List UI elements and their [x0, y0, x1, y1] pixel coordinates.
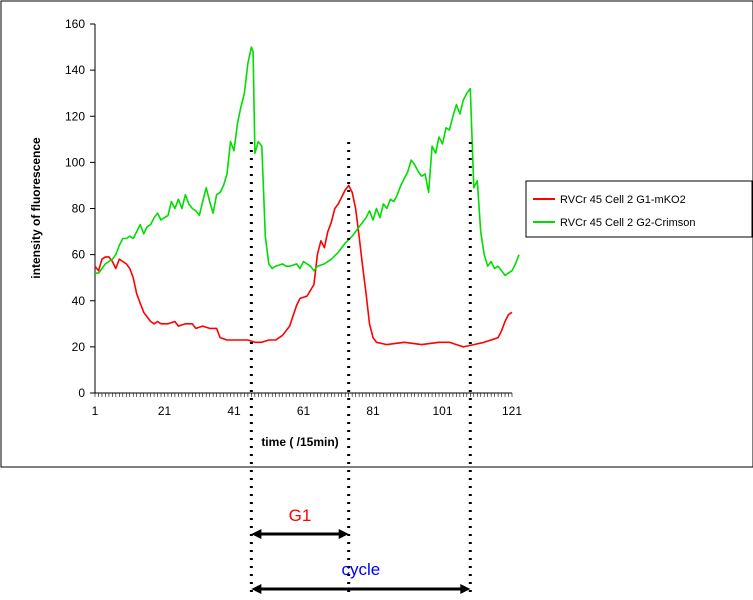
- legend-label-g1: RVCr 45 Cell 2 G1-mKO2: [560, 194, 686, 206]
- span-arrowhead-left: [251, 529, 262, 539]
- legend: RVCr 45 Cell 2 G1-mKO2 RVCr 45 Cell 2 G2…: [525, 180, 753, 238]
- y-tick-label: 120: [65, 109, 85, 123]
- x-tick-label: 21: [158, 404, 172, 418]
- y-axis-title: intensity of fluorescence: [29, 137, 43, 279]
- y-tick-label: 140: [65, 63, 85, 77]
- x-tick-label: 61: [297, 404, 311, 418]
- x-tick-label: 1: [92, 404, 99, 418]
- y-tick-label: 60: [72, 248, 86, 262]
- x-tick-label: 81: [366, 404, 380, 418]
- y-tick-label: 100: [65, 155, 85, 169]
- x-tick-label: 121: [502, 404, 522, 418]
- span-arrowhead-right: [338, 529, 349, 539]
- span-arrowhead-left: [251, 584, 262, 594]
- x-axis-title: time ( /15min): [261, 435, 338, 449]
- x-tick-label: 101: [432, 404, 452, 418]
- series-line-g1-mko2: [94, 184, 513, 348]
- y-tick-label: 160: [65, 17, 85, 31]
- y-tick-label: 20: [72, 340, 86, 354]
- span-label-cycle: cycle: [341, 560, 380, 579]
- span-label-g1: G1: [289, 506, 312, 525]
- span-arrowhead-right: [460, 584, 471, 594]
- legend-label-g2: RVCr 45 Cell 2 G2-Crimson: [560, 217, 696, 229]
- legend-box: [525, 180, 753, 238]
- y-tick-label: 0: [78, 386, 85, 400]
- y-tick-label: 80: [72, 202, 86, 216]
- x-tick-label: 41: [227, 404, 241, 418]
- y-tick-label: 40: [72, 294, 86, 308]
- series-line-g2-crimson: [95, 46, 520, 277]
